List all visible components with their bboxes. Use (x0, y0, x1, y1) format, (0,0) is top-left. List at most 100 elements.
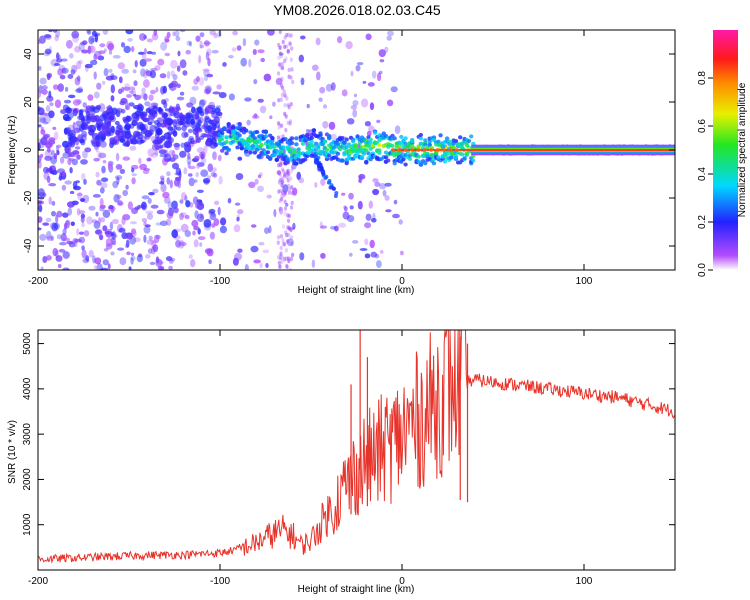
heatmap-cell (355, 134, 360, 139)
heatmap-cell (305, 132, 310, 137)
heatmap-cell (83, 178, 87, 185)
heatmap-cell (357, 200, 363, 210)
heatmap-cell (105, 237, 114, 247)
heatmap-cell (462, 156, 467, 161)
heatmap-cell (312, 64, 319, 71)
heatmap-cell (466, 139, 472, 143)
heatmap-cell (53, 84, 59, 90)
heatmap-cell (186, 40, 191, 46)
heatmap-cell (283, 190, 287, 195)
heatmap-cell (289, 169, 293, 174)
heatmap-cell (125, 105, 131, 111)
heatmap-cell (55, 249, 59, 259)
snr-y-tick-label: 4000 (22, 377, 33, 400)
heatmap-cell (287, 187, 292, 192)
heatmap-cell (237, 122, 242, 126)
snr-x-tick-label: -200 (28, 576, 48, 587)
heatmap-cell (278, 62, 282, 67)
heatmap-cell (281, 169, 285, 174)
heatmap-cell (157, 266, 165, 270)
heatmap-cell (272, 101, 276, 107)
heatmap-cell (378, 70, 383, 75)
heatmap-cell (170, 59, 178, 69)
heatmap-cell (263, 134, 269, 139)
heatmap-cell (193, 226, 200, 231)
heatmap-cell (172, 74, 178, 81)
heatmap-cell (352, 109, 358, 118)
heatmap-cell (147, 148, 155, 157)
heatmap-cell (58, 68, 63, 76)
heatmap-cell (276, 240, 280, 245)
heatmap-cell (284, 56, 288, 61)
heatmap-cell (86, 216, 93, 225)
heatmap-cell (281, 179, 285, 184)
heatmap-cell (196, 163, 201, 169)
heatmap-cell (63, 127, 68, 135)
heatmap-cell (224, 140, 229, 144)
heatmap-cell (278, 264, 282, 269)
heatmap-cell (62, 140, 69, 148)
heatmap-cell (105, 106, 113, 110)
heatmap-cell (62, 228, 67, 236)
heatmap-cell (189, 96, 197, 106)
heatmap-cell (193, 239, 199, 248)
heatmap-cell (175, 36, 181, 42)
heatmap-cell (58, 248, 66, 253)
heatmap-cell (289, 33, 293, 38)
heatmap-cell (172, 119, 177, 128)
heatmap-cell (294, 136, 299, 141)
heatmap-cell (44, 149, 53, 158)
heatmap-cell (88, 205, 96, 211)
heatmap-cell (251, 115, 260, 119)
heatmap-cell (453, 139, 459, 144)
heatmap-cell (143, 225, 151, 234)
heatmap-cell (326, 180, 331, 185)
heatmap-cell (45, 217, 52, 223)
heatmap-cell (78, 114, 85, 119)
heatmap-cell (138, 51, 145, 55)
heatmap-cell (268, 225, 272, 234)
heatmap-cell (110, 110, 115, 117)
heatmap-cell (188, 254, 193, 259)
heatmap-cell (109, 221, 114, 231)
heatmap-cell (164, 98, 169, 102)
heatmap-cell (48, 183, 57, 187)
heatmap-cell (61, 58, 68, 62)
heatmap-cell (374, 181, 381, 187)
heatmap-cell (79, 210, 86, 215)
heatmap-cell (97, 151, 102, 161)
heatmap-cell (234, 252, 242, 261)
heatmap-cell (128, 102, 135, 107)
heatmap-cell (153, 234, 160, 244)
heatmap-cell (228, 93, 235, 101)
heatmap-cell (41, 192, 47, 197)
heatmap-cell (99, 198, 104, 207)
heatmap-cell (403, 136, 408, 141)
heatmap-cell (438, 133, 443, 138)
heatmap-cell (117, 247, 125, 251)
heatmap-cell (285, 233, 289, 238)
colorbar-tick-label: 0.6 (697, 119, 708, 133)
heatmap-cell (178, 120, 184, 125)
heatmap-cell (179, 30, 186, 33)
heatmap-cell (54, 34, 59, 42)
heatmap-y-tick-label: 0 (23, 147, 34, 153)
heatmap-cell (192, 196, 199, 205)
heatmap-cell (46, 235, 54, 241)
heatmap-cell (82, 194, 90, 204)
heatmap-cell (78, 231, 85, 235)
heatmap-cell (142, 169, 150, 175)
heatmap-cell (407, 156, 413, 161)
heatmap-cell (203, 219, 212, 228)
heatmap-cell (43, 171, 50, 180)
heatmap-cell (182, 70, 188, 76)
heatmap-cell (52, 163, 56, 173)
heatmap-cell (154, 136, 163, 145)
heatmap-cell (204, 248, 212, 255)
heatmap-cell (153, 30, 158, 36)
heatmap-cell (350, 70, 354, 77)
heatmap-cell (164, 141, 173, 148)
heatmap-cell (78, 236, 86, 244)
heatmap-cell (208, 208, 216, 214)
